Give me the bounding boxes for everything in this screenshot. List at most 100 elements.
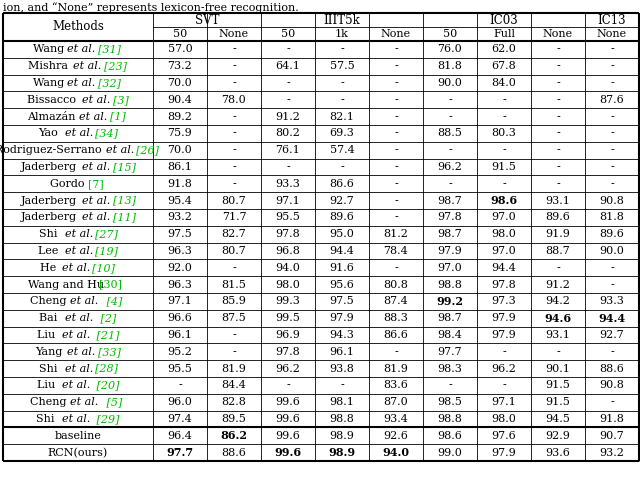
Text: 91.8: 91.8 <box>168 179 193 189</box>
Text: 87.4: 87.4 <box>383 296 408 306</box>
Text: 96.0: 96.0 <box>168 397 193 407</box>
Text: Gordo: Gordo <box>50 179 88 189</box>
Text: 97.9: 97.9 <box>492 313 516 323</box>
Text: 97.6: 97.6 <box>492 431 516 441</box>
Text: 97.1: 97.1 <box>492 397 516 407</box>
Text: Cheng: Cheng <box>30 296 70 306</box>
Text: -: - <box>610 179 614 189</box>
Text: 94.0: 94.0 <box>383 447 410 458</box>
Text: 76.0: 76.0 <box>438 44 462 54</box>
Text: 90.0: 90.0 <box>600 246 625 256</box>
Text: 98.7: 98.7 <box>438 313 462 323</box>
Text: -: - <box>448 145 452 155</box>
Text: -: - <box>232 347 236 357</box>
Text: 87.0: 87.0 <box>383 397 408 407</box>
Text: et al.: et al. <box>82 212 111 222</box>
Text: 97.7: 97.7 <box>166 447 193 458</box>
Text: 97.1: 97.1 <box>276 196 300 206</box>
Text: -: - <box>232 129 236 139</box>
Text: 82.7: 82.7 <box>221 229 246 239</box>
Text: 94.4: 94.4 <box>598 312 625 324</box>
Text: -: - <box>502 179 506 189</box>
Text: 96.3: 96.3 <box>168 246 193 256</box>
Text: -: - <box>232 78 236 88</box>
Text: Full: Full <box>493 29 515 39</box>
Text: 99.6: 99.6 <box>276 431 300 441</box>
Text: -: - <box>394 95 398 105</box>
Text: [11]: [11] <box>113 212 136 222</box>
Text: 57.5: 57.5 <box>330 61 355 71</box>
Text: -: - <box>502 347 506 357</box>
Text: 90.4: 90.4 <box>168 95 193 105</box>
Text: -: - <box>394 179 398 189</box>
Text: 90.0: 90.0 <box>438 78 463 88</box>
Text: 95.0: 95.0 <box>330 229 355 239</box>
Text: [27]: [27] <box>95 229 118 239</box>
Text: -: - <box>610 347 614 357</box>
Text: 78.0: 78.0 <box>221 95 246 105</box>
Text: Wang and Hu: Wang and Hu <box>28 280 104 290</box>
Text: -: - <box>394 145 398 155</box>
Text: -: - <box>178 381 182 391</box>
Text: 50: 50 <box>173 29 187 39</box>
Text: -: - <box>502 95 506 105</box>
Text: 95.6: 95.6 <box>330 280 355 290</box>
Text: 85.9: 85.9 <box>221 296 246 306</box>
Text: -: - <box>610 280 614 290</box>
Text: 83.6: 83.6 <box>383 381 408 391</box>
Text: 84.4: 84.4 <box>221 381 246 391</box>
Text: et al.: et al. <box>65 229 93 239</box>
Text: 96.1: 96.1 <box>168 330 193 340</box>
Text: 98.5: 98.5 <box>438 397 463 407</box>
Text: et al.: et al. <box>106 145 134 155</box>
Text: -: - <box>610 145 614 155</box>
Text: -: - <box>610 61 614 71</box>
Text: 70.0: 70.0 <box>168 78 193 88</box>
Text: 1k: 1k <box>335 29 349 39</box>
Text: Shi: Shi <box>39 229 61 239</box>
Text: 89.5: 89.5 <box>221 414 246 424</box>
Text: 97.1: 97.1 <box>168 296 193 306</box>
Text: 97.7: 97.7 <box>438 347 462 357</box>
Text: 94.2: 94.2 <box>545 296 570 306</box>
Text: 88.6: 88.6 <box>600 363 625 373</box>
Text: 67.8: 67.8 <box>492 61 516 71</box>
Text: -: - <box>286 162 290 172</box>
Text: 91.5: 91.5 <box>545 381 570 391</box>
Text: 96.2: 96.2 <box>492 363 516 373</box>
Text: 89.2: 89.2 <box>168 111 193 121</box>
Text: [2]: [2] <box>97 313 116 323</box>
Text: 97.9: 97.9 <box>330 313 355 323</box>
Text: et al.: et al. <box>65 363 93 373</box>
Text: -: - <box>556 61 560 71</box>
Text: 98.6: 98.6 <box>438 431 463 441</box>
Text: 99.2: 99.2 <box>436 296 463 307</box>
Text: et al.: et al. <box>79 111 108 121</box>
Text: 94.4: 94.4 <box>330 246 355 256</box>
Text: 96.3: 96.3 <box>168 280 193 290</box>
Text: -: - <box>340 95 344 105</box>
Text: Wang: Wang <box>33 44 68 54</box>
Text: et al.: et al. <box>67 78 96 88</box>
Text: -: - <box>556 263 560 273</box>
Text: 98.8: 98.8 <box>438 414 463 424</box>
Text: 93.8: 93.8 <box>330 363 355 373</box>
Text: et al.: et al. <box>70 296 99 306</box>
Text: -: - <box>394 44 398 54</box>
Text: Shi: Shi <box>36 414 58 424</box>
Text: 98.6: 98.6 <box>490 195 518 206</box>
Text: et al.: et al. <box>65 313 93 323</box>
Text: 96.8: 96.8 <box>276 246 300 256</box>
Text: -: - <box>286 78 290 88</box>
Text: -: - <box>394 61 398 71</box>
Text: -: - <box>610 44 614 54</box>
Text: 90.8: 90.8 <box>600 381 625 391</box>
Text: 94.5: 94.5 <box>545 414 570 424</box>
Text: 94.3: 94.3 <box>330 330 355 340</box>
Text: 81.9: 81.9 <box>383 363 408 373</box>
Text: 97.9: 97.9 <box>492 330 516 340</box>
Text: -: - <box>232 263 236 273</box>
Text: 97.9: 97.9 <box>438 246 462 256</box>
Text: -: - <box>232 145 236 155</box>
Text: -: - <box>610 397 614 407</box>
